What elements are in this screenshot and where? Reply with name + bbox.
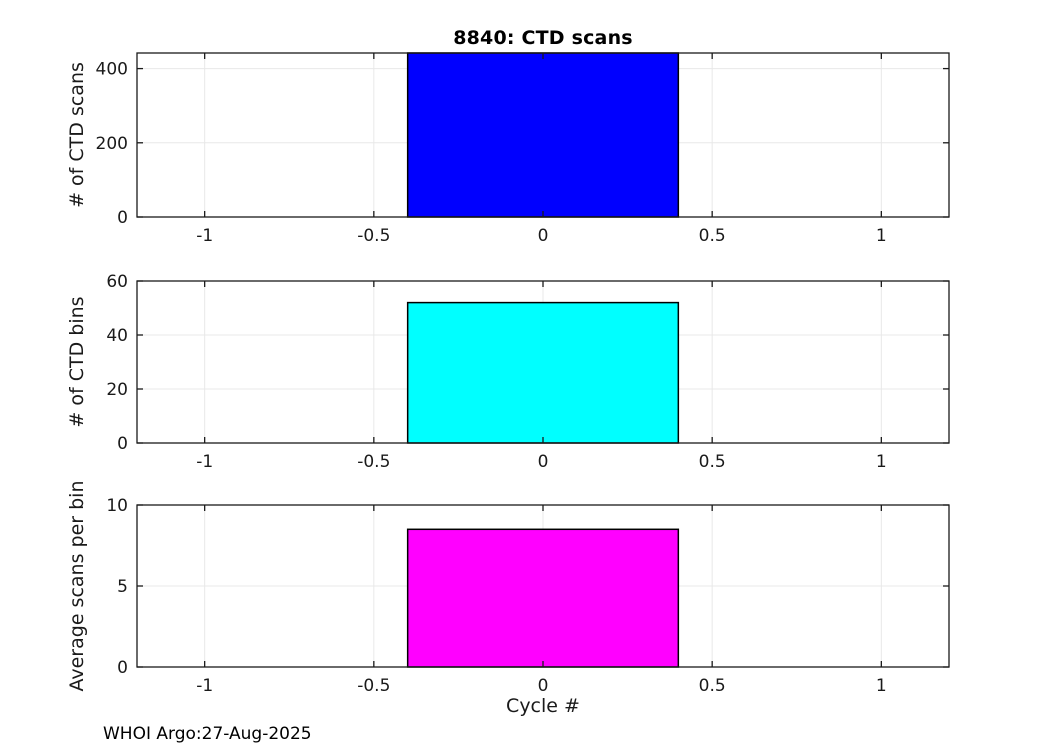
x-tick-label: 0.5 [699,676,726,696]
x-tick-label: -0.5 [357,452,390,472]
plot-area-ctd-scans: -1 -0.5 0 0.5 1 0 200 400 [96,52,950,246]
x-tick-label: 1 [876,452,887,472]
x-tick-label: 0.5 [699,452,726,472]
x-tick-label: -1 [196,226,213,246]
y-tick-label: 0 [117,208,128,228]
x-tick-label: 0 [538,676,549,696]
bar [406,301,680,444]
y-tick-label: 0 [117,658,128,678]
bar [406,52,680,218]
x-tick-label: -1 [196,452,213,472]
figure-title: 8840: CTD scans [453,27,633,49]
footer-annotation: WHOI Argo:27-Aug-2025 [103,724,312,744]
x-tick-label: 1 [876,676,887,696]
x-tick-label: 0 [538,452,549,472]
y-tick-label: 60 [106,272,128,292]
bar [406,528,680,668]
y-tick-label: 0 [117,434,128,454]
y-tick-label: 20 [106,380,128,400]
y-tick-label: 200 [96,134,128,154]
x-tick-label: 0.5 [699,226,726,246]
x-tick-label: -1 [196,676,213,696]
x-tick-label: 1 [876,226,887,246]
xlabel-cycle: Cycle # [506,695,580,717]
x-tick-label: 0 [538,226,549,246]
y-tick-label: 10 [106,496,128,516]
x-tick-label: -0.5 [357,226,390,246]
y-tick-label: 400 [96,60,128,80]
plot-area-ctd-bins: -1 -0.5 0 0.5 1 0 20 40 60 [106,272,950,472]
y-tick-label: 40 [106,326,128,346]
y-tick-label: 5 [117,577,128,597]
x-tick-label: -0.5 [357,676,390,696]
